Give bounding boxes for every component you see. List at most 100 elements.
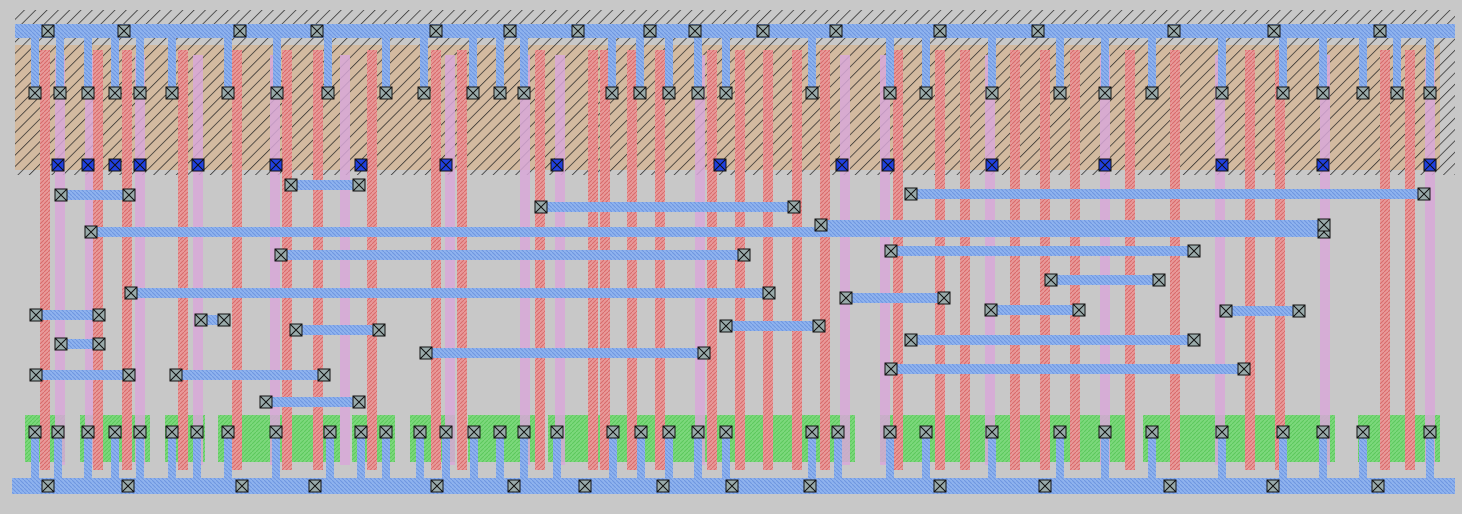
metal-wire [260,397,365,407]
local-interconnect [193,55,203,465]
contact-cross [169,368,183,382]
metal-stub [922,38,930,90]
contact-cross [756,24,770,38]
contact-cross [719,86,733,100]
metal-stub [808,432,816,480]
contact-cross [605,86,619,100]
contact-cross [439,425,453,439]
contact-cross [108,86,122,100]
contact-cross [1267,24,1281,38]
metal-stub [31,38,39,90]
contact-cross [1163,479,1177,493]
contact-cross [1219,304,1233,318]
contact-cross [829,24,843,38]
contact-cross [310,24,324,38]
metal-stub [1218,38,1226,90]
metal-stub [420,38,428,90]
contact-cross [108,425,122,439]
metal-wire [840,293,950,303]
contact-cross [517,86,531,100]
metal-stub [496,38,504,90]
metal-stub [193,432,201,480]
contact-cross [691,425,705,439]
contact-cross [883,86,897,100]
contact-cross [190,425,204,439]
contact-cross [805,86,819,100]
metal-wire [30,310,105,320]
contact-cross [1145,86,1159,100]
contact-cross [419,346,433,360]
metal-wire [535,202,800,212]
contact-cross [92,308,106,322]
contact-cross [933,24,947,38]
contact-cross [831,425,845,439]
metal-stub [988,432,996,480]
contact-cross [1390,86,1404,100]
contact-cross [1215,158,1229,172]
metal-stub [1148,38,1156,90]
contact-cross [1044,273,1058,287]
contact-cross [439,158,453,172]
poly-gate [1040,50,1050,470]
metal-stub [665,432,673,480]
contact-cross [429,24,443,38]
poly-gate [893,50,903,470]
contact-cross [191,158,205,172]
local-interconnect [1215,55,1225,465]
metal-wire [420,348,710,358]
contact-cross [633,86,647,100]
contact-cross [493,86,507,100]
metal-wire [55,190,135,200]
contact-cross [289,323,303,337]
contact-cross [578,479,592,493]
contact-cross [51,158,65,172]
contact-cross [1098,158,1112,172]
metal-stub [442,432,450,480]
contact-cross [805,425,819,439]
contact-cross [697,346,711,360]
contact-cross [29,308,43,322]
metal-wire [170,370,330,380]
metal-stub [1056,432,1064,480]
metal-stub [496,432,504,480]
layers [12,24,1455,494]
contact-cross [1356,425,1370,439]
contact-cross [413,425,427,439]
metal-stub [1426,38,1434,90]
contact-cross [534,200,548,214]
metal-wire [1220,306,1305,316]
metal-stub [1319,432,1327,480]
metal-stub [136,38,144,90]
metal-wire [85,227,1330,237]
metal-stub [111,38,119,90]
power-rail [15,24,1455,38]
metal-stub [469,38,477,90]
contact-cross [81,86,95,100]
contact-cross [1423,158,1437,172]
contact-cross [662,425,676,439]
metal-stub [326,432,334,480]
metal-stub [357,432,365,480]
metal-stub [808,38,816,90]
metal-stub [1279,432,1287,480]
contact-cross [904,187,918,201]
contact-cross [165,425,179,439]
metal-stub [1101,38,1109,90]
contact-cross [321,86,335,100]
contact-cross [466,86,480,100]
contact-cross [379,425,393,439]
local-interconnect [55,55,65,465]
contact-cross [51,425,65,439]
contact-cross [133,425,147,439]
metal-wire [285,180,365,190]
contact-cross [719,319,733,333]
metal-stub [609,432,617,480]
contact-cross [814,218,828,232]
metal-stub [1279,38,1287,90]
poly-gate [820,50,830,470]
contact-cross [1423,86,1437,100]
local-interconnect [1320,55,1330,465]
contact-cross [1276,425,1290,439]
contact-cross [28,425,42,439]
contact-cross [259,395,273,409]
